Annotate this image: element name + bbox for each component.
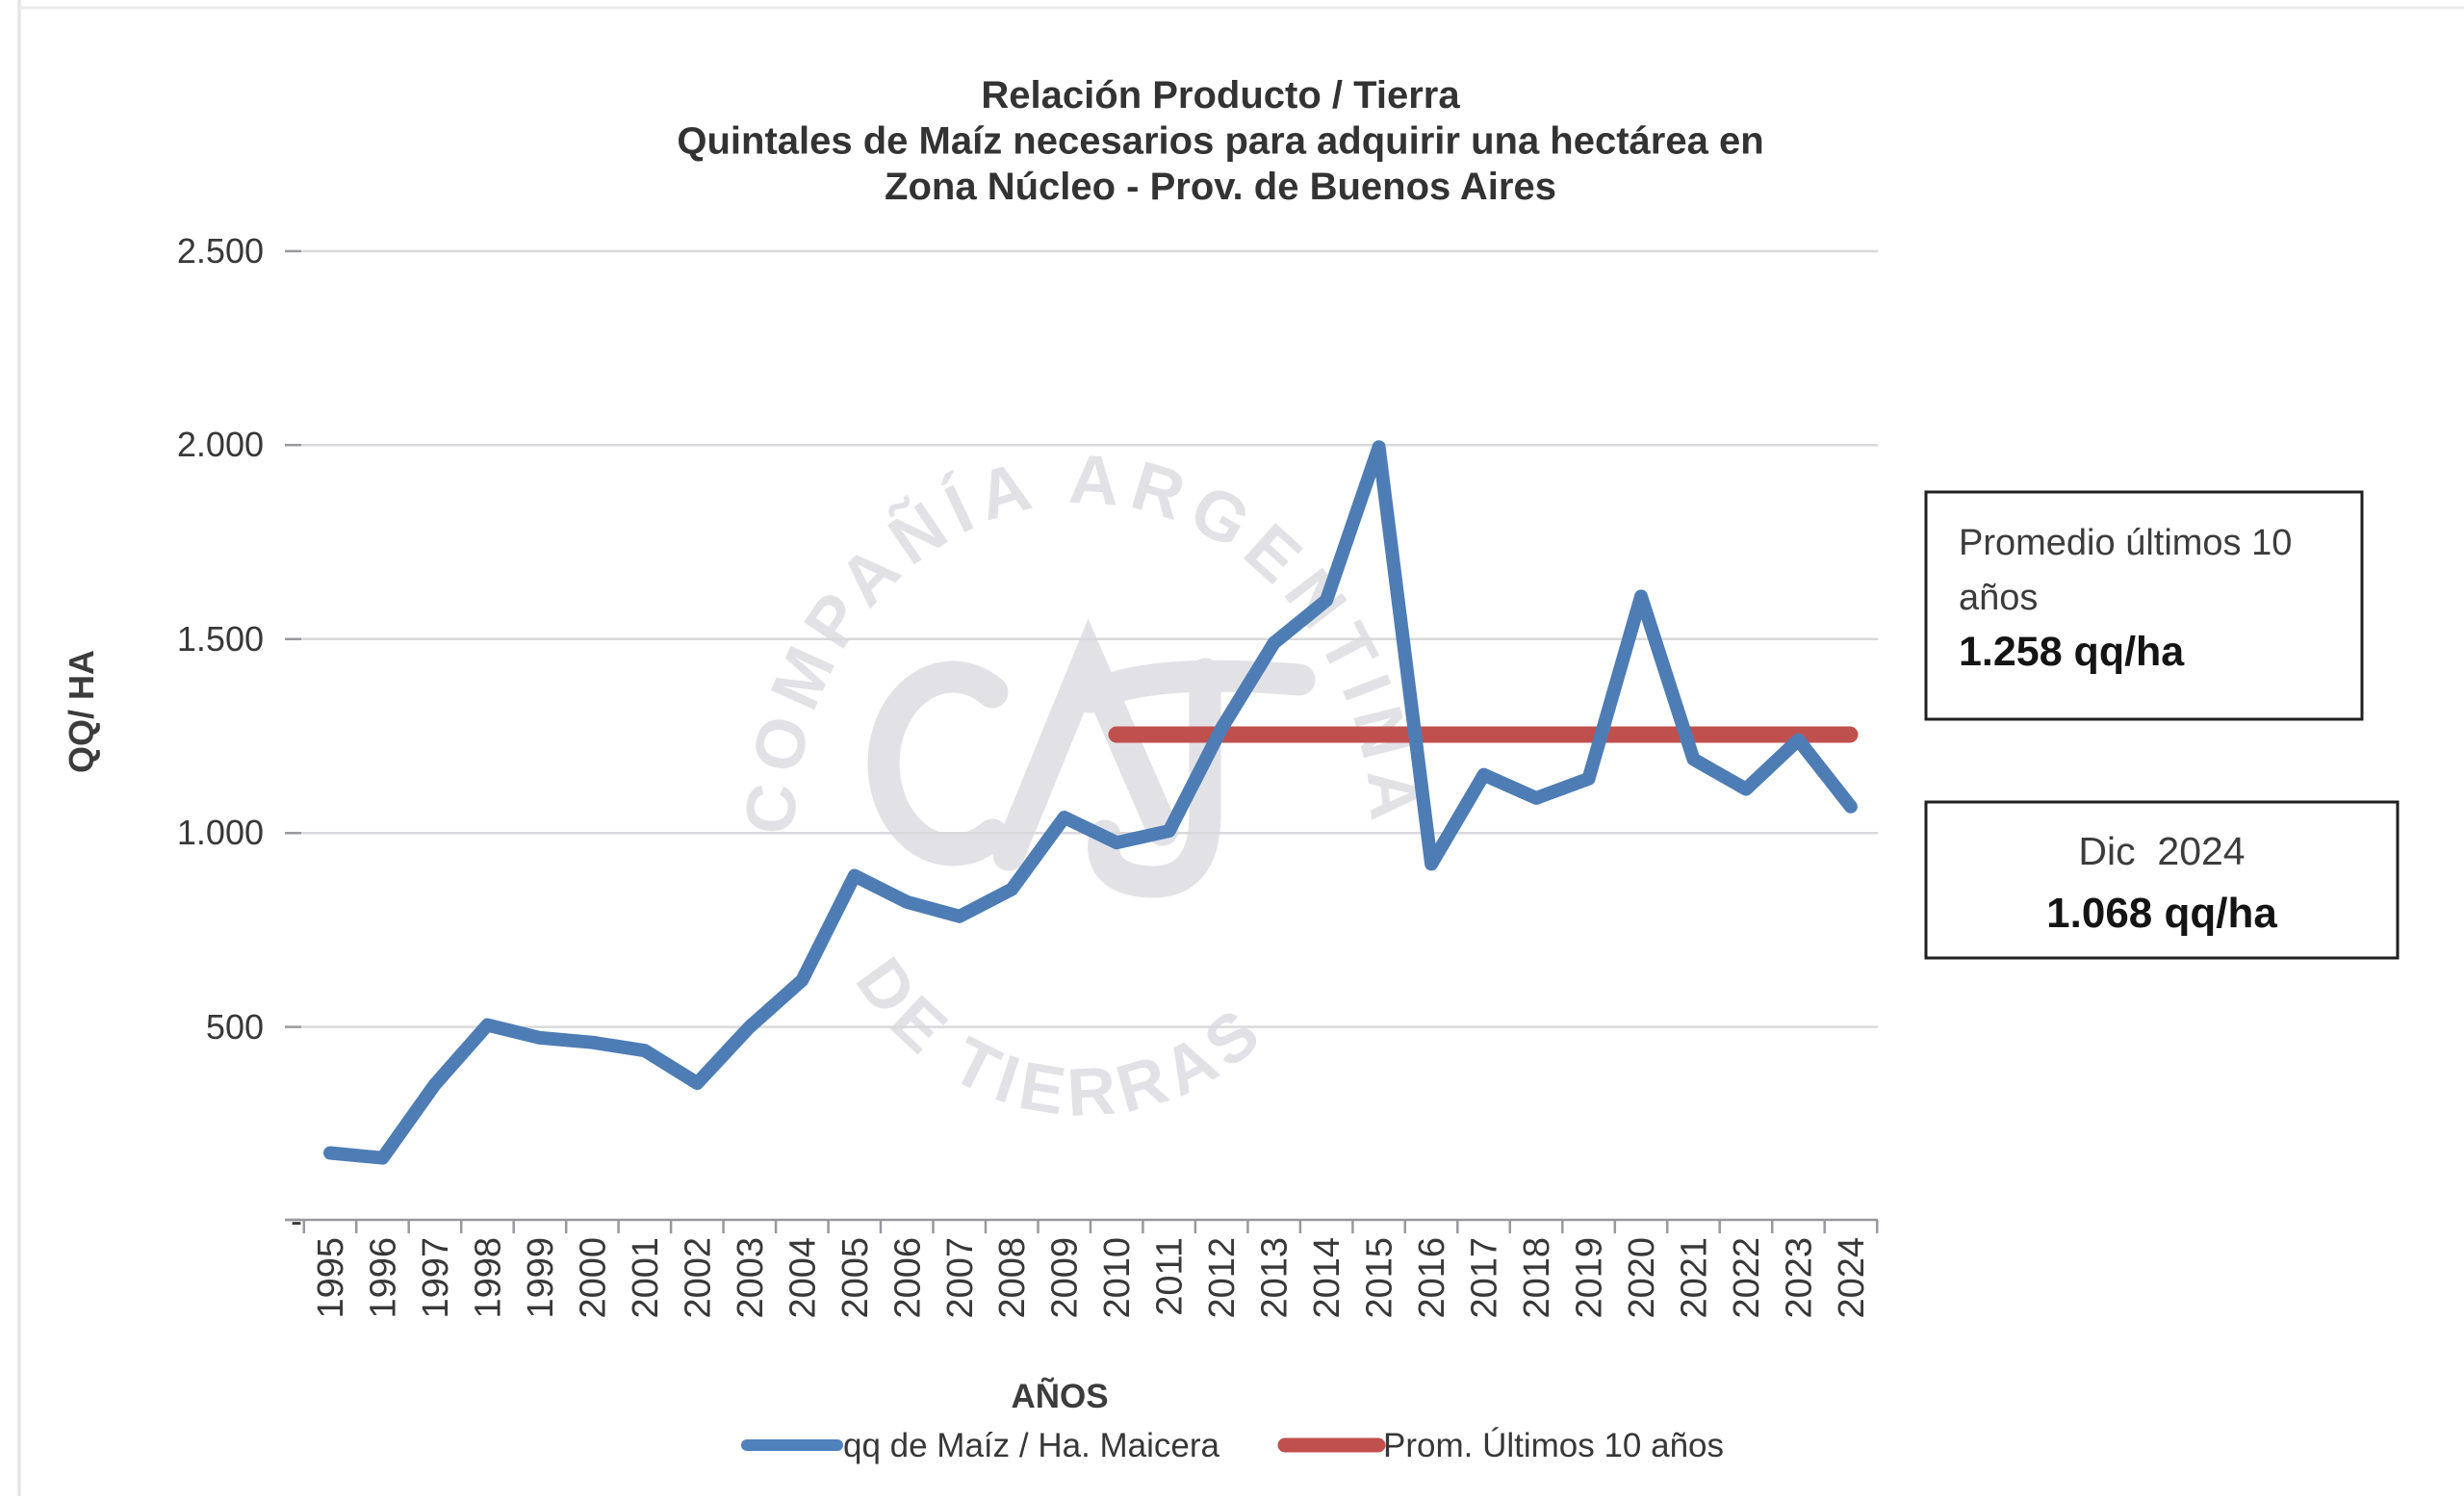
- svg-text:1995: 1995: [311, 1237, 351, 1319]
- svg-text:1996: 1996: [364, 1237, 404, 1319]
- svg-text:2003: 2003: [731, 1237, 771, 1319]
- svg-text:2013: 2013: [1255, 1237, 1296, 1319]
- svg-text:-: -: [291, 1201, 302, 1240]
- svg-text:500: 500: [206, 1007, 264, 1047]
- svg-text:2020: 2020: [1622, 1237, 1662, 1319]
- svg-text:2006: 2006: [887, 1237, 928, 1319]
- svg-text:2.000: 2.000: [177, 425, 264, 464]
- svg-text:2007: 2007: [940, 1237, 981, 1319]
- svg-text:2024: 2024: [1832, 1237, 1872, 1319]
- svg-text:2019: 2019: [1570, 1237, 1610, 1319]
- svg-text:2000: 2000: [573, 1237, 613, 1319]
- svg-text:2012: 2012: [1202, 1237, 1243, 1319]
- svg-text:1.500: 1.500: [177, 619, 264, 659]
- svg-text:2023: 2023: [1779, 1237, 1819, 1319]
- svg-text:2022: 2022: [1727, 1237, 1767, 1319]
- svg-text:2010: 2010: [1097, 1237, 1138, 1319]
- svg-text:2015: 2015: [1360, 1237, 1400, 1319]
- svg-text:Promedio últimos 10: Promedio últimos 10: [1959, 523, 2292, 563]
- svg-text:1997: 1997: [416, 1237, 456, 1319]
- svg-text:2001: 2001: [626, 1237, 666, 1319]
- svg-text:1.258 qq/ha: 1.258 qq/ha: [1959, 629, 2185, 675]
- svg-text:1.068 qq/ha: 1.068 qq/ha: [2046, 890, 2277, 937]
- svg-text:Zona Núcleo - Prov. de Buenos: Zona Núcleo - Prov. de Buenos Aires: [885, 166, 1556, 208]
- svg-text:1999: 1999: [521, 1237, 561, 1319]
- svg-text:2016: 2016: [1412, 1237, 1452, 1319]
- svg-text:2004: 2004: [783, 1237, 823, 1319]
- svg-text:2011: 2011: [1150, 1237, 1191, 1316]
- svg-text:1998: 1998: [468, 1237, 508, 1319]
- svg-text:QQ/ HA: QQ/ HA: [62, 650, 101, 773]
- svg-text:Dic 2024: Dic 2024: [2078, 829, 2245, 873]
- svg-text:2018: 2018: [1517, 1237, 1557, 1319]
- svg-text:AÑOS: AÑOS: [1011, 1378, 1108, 1415]
- svg-text:Relación Producto / Tierra: Relación Producto / Tierra: [981, 74, 1460, 116]
- svg-text:2014: 2014: [1307, 1237, 1348, 1319]
- svg-text:2021: 2021: [1675, 1237, 1715, 1319]
- svg-text:2005: 2005: [835, 1237, 876, 1319]
- svg-text:Prom. Últimos 10 años: Prom. Últimos 10 años: [1383, 1427, 1724, 1464]
- svg-text:2002: 2002: [678, 1237, 718, 1319]
- svg-text:años: años: [1959, 578, 2038, 618]
- svg-text:qq de Maíz / Ha. Maicera: qq de Maíz / Ha. Maicera: [843, 1427, 1220, 1464]
- svg-text:1.000: 1.000: [177, 813, 264, 852]
- svg-text:2008: 2008: [992, 1237, 1033, 1319]
- svg-text:2009: 2009: [1045, 1237, 1086, 1319]
- svg-text:Quintales de Maíz necesarios p: Quintales de Maíz necesarios para adquir…: [677, 120, 1763, 163]
- svg-text:2017: 2017: [1465, 1237, 1505, 1319]
- svg-text:2.500: 2.500: [177, 231, 264, 271]
